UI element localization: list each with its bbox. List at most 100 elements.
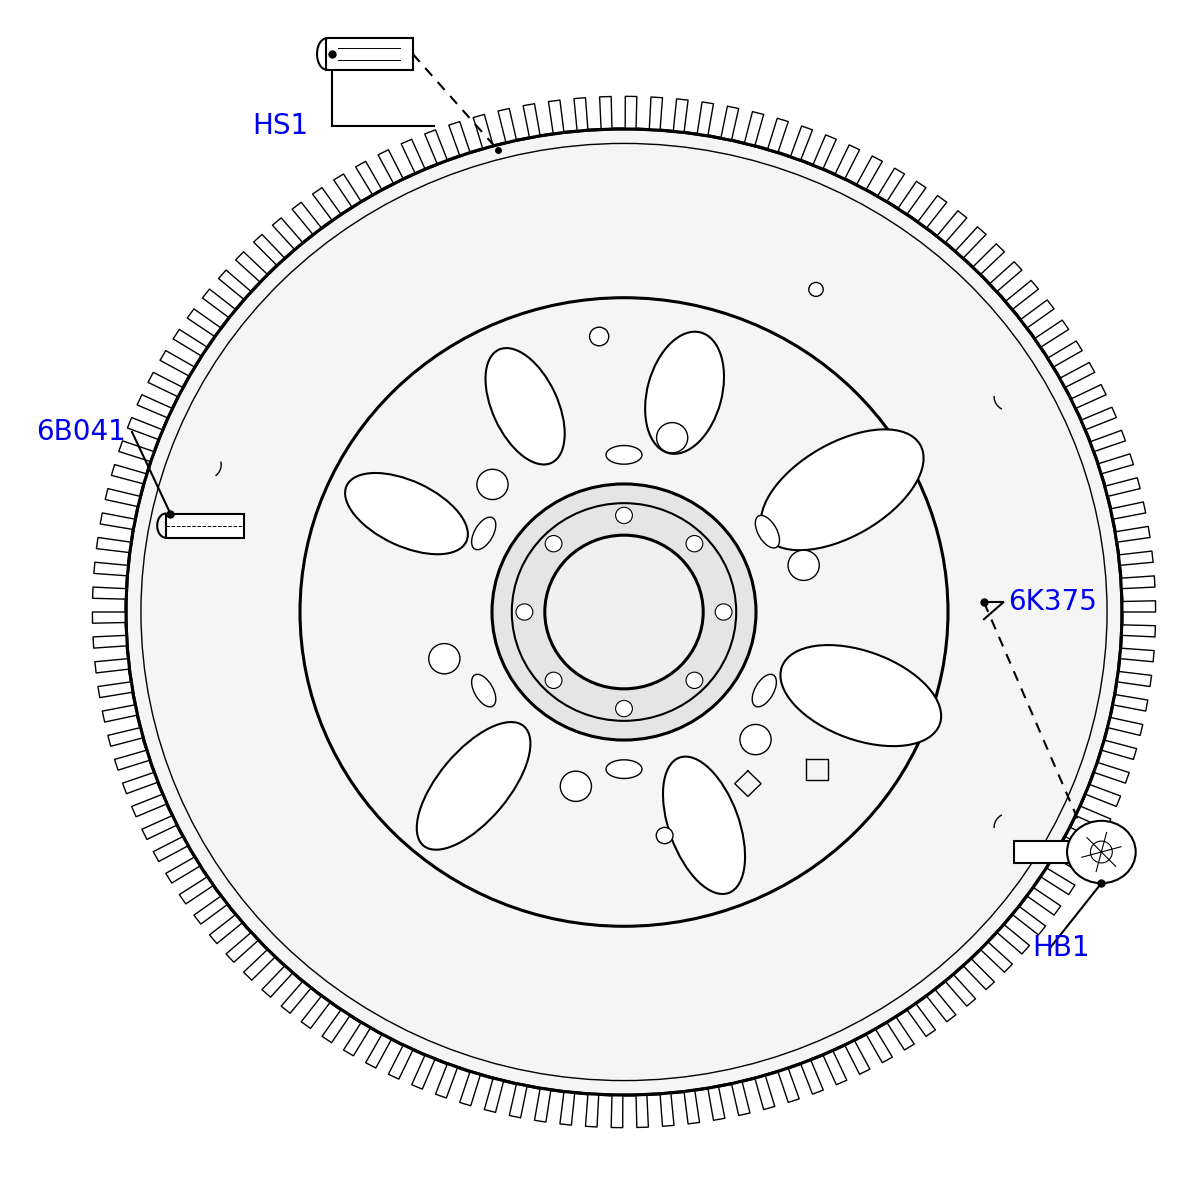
Polygon shape — [218, 270, 251, 300]
Polygon shape — [732, 1081, 750, 1116]
Polygon shape — [137, 395, 173, 418]
Ellipse shape — [761, 430, 924, 551]
Polygon shape — [1110, 502, 1146, 520]
Polygon shape — [122, 773, 158, 793]
Polygon shape — [877, 168, 905, 202]
Polygon shape — [721, 106, 739, 140]
Polygon shape — [312, 187, 341, 221]
Polygon shape — [154, 836, 188, 862]
Polygon shape — [1006, 281, 1038, 310]
Polygon shape — [194, 896, 228, 924]
Polygon shape — [292, 203, 322, 235]
Text: 6B041: 6B041 — [36, 418, 126, 446]
Polygon shape — [127, 418, 163, 439]
Polygon shape — [449, 121, 470, 156]
Polygon shape — [98, 682, 133, 697]
Polygon shape — [334, 174, 361, 208]
Polygon shape — [1064, 827, 1100, 852]
Bar — [876, 474, 912, 504]
Ellipse shape — [780, 646, 941, 746]
Polygon shape — [112, 464, 146, 484]
Polygon shape — [778, 1068, 799, 1103]
Polygon shape — [835, 145, 859, 179]
Polygon shape — [95, 659, 130, 673]
Ellipse shape — [686, 535, 703, 552]
Ellipse shape — [1067, 821, 1135, 883]
Polygon shape — [823, 1050, 847, 1085]
Polygon shape — [1034, 320, 1069, 347]
Polygon shape — [1013, 906, 1045, 935]
Polygon shape — [343, 1022, 371, 1056]
Polygon shape — [92, 612, 126, 623]
Polygon shape — [378, 150, 403, 184]
Polygon shape — [1020, 300, 1054, 328]
Polygon shape — [460, 1072, 480, 1105]
Polygon shape — [210, 914, 242, 943]
Bar — [912, 414, 948, 444]
Polygon shape — [114, 750, 150, 770]
Polygon shape — [1112, 695, 1147, 712]
Ellipse shape — [616, 508, 632, 523]
Polygon shape — [574, 97, 588, 131]
Polygon shape — [142, 816, 178, 840]
Bar — [876, 414, 912, 444]
Polygon shape — [1048, 341, 1082, 367]
Polygon shape — [485, 1078, 504, 1112]
Text: HS1: HS1 — [252, 112, 308, 140]
Ellipse shape — [740, 725, 772, 755]
Polygon shape — [1040, 868, 1075, 894]
Bar — [1014, 841, 1086, 863]
Polygon shape — [1098, 454, 1134, 474]
Polygon shape — [918, 196, 947, 228]
Polygon shape — [1075, 806, 1111, 829]
Ellipse shape — [606, 445, 642, 464]
Polygon shape — [1054, 847, 1088, 874]
Polygon shape — [1118, 551, 1153, 565]
Polygon shape — [887, 1016, 914, 1050]
Bar — [912, 504, 948, 534]
Polygon shape — [946, 974, 976, 1006]
Polygon shape — [203, 289, 235, 318]
Polygon shape — [1090, 431, 1126, 451]
Polygon shape — [625, 96, 637, 130]
Polygon shape — [106, 488, 140, 506]
Polygon shape — [1070, 384, 1106, 408]
Text: HB1: HB1 — [1032, 934, 1090, 962]
Polygon shape — [926, 989, 956, 1021]
Ellipse shape — [809, 282, 823, 296]
Polygon shape — [108, 727, 143, 746]
Polygon shape — [509, 1084, 527, 1118]
Polygon shape — [800, 1060, 823, 1094]
Polygon shape — [1085, 785, 1121, 806]
Bar — [840, 414, 876, 444]
Bar — [876, 444, 912, 474]
Polygon shape — [660, 1093, 674, 1127]
Ellipse shape — [616, 701, 632, 716]
Polygon shape — [697, 102, 714, 136]
Polygon shape — [473, 114, 493, 149]
Bar — [840, 474, 876, 504]
Ellipse shape — [476, 469, 508, 499]
Ellipse shape — [545, 535, 562, 552]
Polygon shape — [355, 161, 382, 196]
Text: 6K375: 6K375 — [1008, 588, 1097, 617]
Bar — [948, 504, 984, 534]
Polygon shape — [964, 959, 995, 990]
Polygon shape — [973, 244, 1004, 275]
Polygon shape — [812, 134, 836, 169]
Polygon shape — [866, 1028, 893, 1063]
Polygon shape — [389, 1045, 413, 1079]
Ellipse shape — [560, 772, 592, 802]
Polygon shape — [322, 1009, 350, 1043]
Polygon shape — [600, 96, 612, 130]
Polygon shape — [1117, 671, 1152, 686]
Polygon shape — [534, 1088, 551, 1122]
Polygon shape — [755, 1075, 775, 1110]
Polygon shape — [955, 227, 986, 258]
Polygon shape — [160, 350, 194, 377]
Polygon shape — [845, 1040, 870, 1074]
Ellipse shape — [545, 672, 562, 689]
Polygon shape — [586, 1093, 599, 1127]
Polygon shape — [281, 982, 311, 1013]
Polygon shape — [1122, 625, 1156, 637]
